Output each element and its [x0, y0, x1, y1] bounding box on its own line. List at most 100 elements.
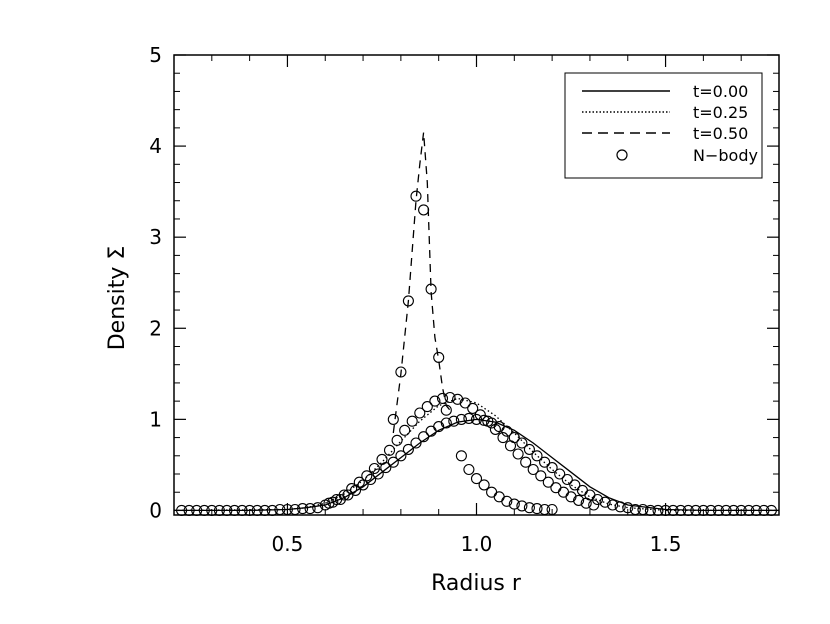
nbody-point [504, 440, 517, 452]
nbody-point [470, 473, 483, 485]
nbody-point [372, 468, 384, 480]
nbody-point [728, 504, 740, 516]
nbody-point [599, 496, 611, 508]
nbody-point [395, 366, 407, 378]
nbody-point [557, 486, 570, 498]
nbody-point [482, 415, 494, 427]
x-tick-labels: 0.5 1.0 1.5 [272, 532, 682, 556]
nbody-point [607, 499, 619, 511]
legend-label-t050: t=0.50 [693, 124, 748, 143]
legend-marker-nbody [616, 149, 628, 161]
nbody-point [312, 502, 324, 514]
nbody-point [387, 413, 399, 425]
nbody-point [705, 504, 717, 516]
nbody-point [523, 443, 535, 455]
nbody-point [580, 497, 592, 509]
nbody-point [516, 437, 528, 449]
nbody-point [221, 504, 233, 516]
x-tick-label-1: 1.0 [461, 532, 493, 556]
y-tick-label-3: 3 [149, 225, 162, 249]
legend-label-nbody: N−body [693, 146, 758, 165]
nbody-point [520, 456, 532, 468]
y-tick-label-2: 2 [149, 316, 162, 340]
nbody-point [493, 491, 505, 503]
nbody-point [629, 503, 641, 516]
nbody-point [346, 483, 358, 495]
nbody-point [765, 504, 777, 516]
nbody-point [539, 503, 551, 516]
nbody-point [425, 283, 437, 295]
nbody-point [542, 476, 554, 488]
nbody-markers [176, 190, 777, 516]
nbody-point [455, 413, 467, 425]
nbody-point [546, 503, 558, 516]
nbody-point [402, 443, 414, 455]
nbody-point [213, 504, 225, 516]
nbody-point [361, 470, 373, 482]
nbody-point [259, 504, 271, 516]
nbody-point [652, 504, 664, 516]
nbody-point [622, 502, 634, 514]
nbody-point [489, 423, 501, 435]
legend: t=0.00 t=0.25 t=0.50 N−body [564, 72, 763, 179]
nbody-point [667, 504, 679, 516]
nbody-point [191, 504, 203, 516]
nbody-point [569, 479, 581, 491]
nbody-point [448, 415, 460, 427]
axis-ticks [173, 54, 780, 515]
series-lines [173, 132, 779, 512]
nbody-point [455, 450, 467, 462]
nbody-point [644, 504, 656, 516]
nbody-point [508, 498, 520, 510]
nbody-point [399, 424, 411, 436]
nbody-point [486, 486, 498, 498]
nbody-point [176, 504, 188, 516]
nbody-point [523, 502, 535, 514]
nbody-point [497, 432, 509, 444]
nbody-point [402, 295, 414, 307]
x-tick-label-0: 0.5 [272, 532, 304, 556]
nbody-point [531, 450, 543, 462]
nbody-point [712, 504, 725, 516]
nbody-point [539, 456, 551, 468]
nbody-point [531, 503, 543, 515]
nbody-point [297, 503, 309, 515]
series-line-2 [392, 132, 451, 434]
nbody-point [527, 463, 539, 476]
nbody-point [675, 504, 687, 516]
nbody-point [198, 504, 210, 516]
nbody-point [467, 402, 479, 414]
nbody-point [418, 431, 430, 443]
nbody-point [236, 504, 248, 516]
nbody-point [410, 190, 422, 202]
nbody-point [244, 504, 256, 516]
nbody-point [395, 450, 407, 462]
nbody-point [183, 504, 195, 516]
nbody-point [410, 437, 422, 449]
y-tick-label-4: 4 [149, 134, 162, 158]
nbody-point [682, 504, 694, 516]
nbody-point [365, 473, 377, 486]
nbody-point [281, 503, 293, 516]
nbody-point [304, 503, 316, 515]
nbody-point [433, 351, 445, 363]
nbody-point [338, 489, 350, 501]
nbody-point [387, 456, 399, 468]
nbody-point [565, 491, 577, 503]
x-axis-label: Radius r [431, 571, 522, 596]
nbody-point [418, 204, 430, 216]
x-tick-label-2: 1.5 [650, 532, 682, 556]
nbody-point [206, 504, 218, 516]
nbody-point [251, 504, 263, 516]
y-tick-labels: 0 1 2 3 4 5 [149, 43, 162, 522]
nbody-point [406, 415, 418, 427]
nbody-point [440, 404, 452, 416]
nbody-point [535, 470, 547, 482]
series-line-0 [174, 418, 779, 512]
nbody-point [228, 504, 241, 516]
nbody-point [573, 494, 585, 506]
nbody-point [429, 395, 441, 407]
nbody-point [274, 503, 286, 516]
nbody-point [758, 504, 770, 516]
